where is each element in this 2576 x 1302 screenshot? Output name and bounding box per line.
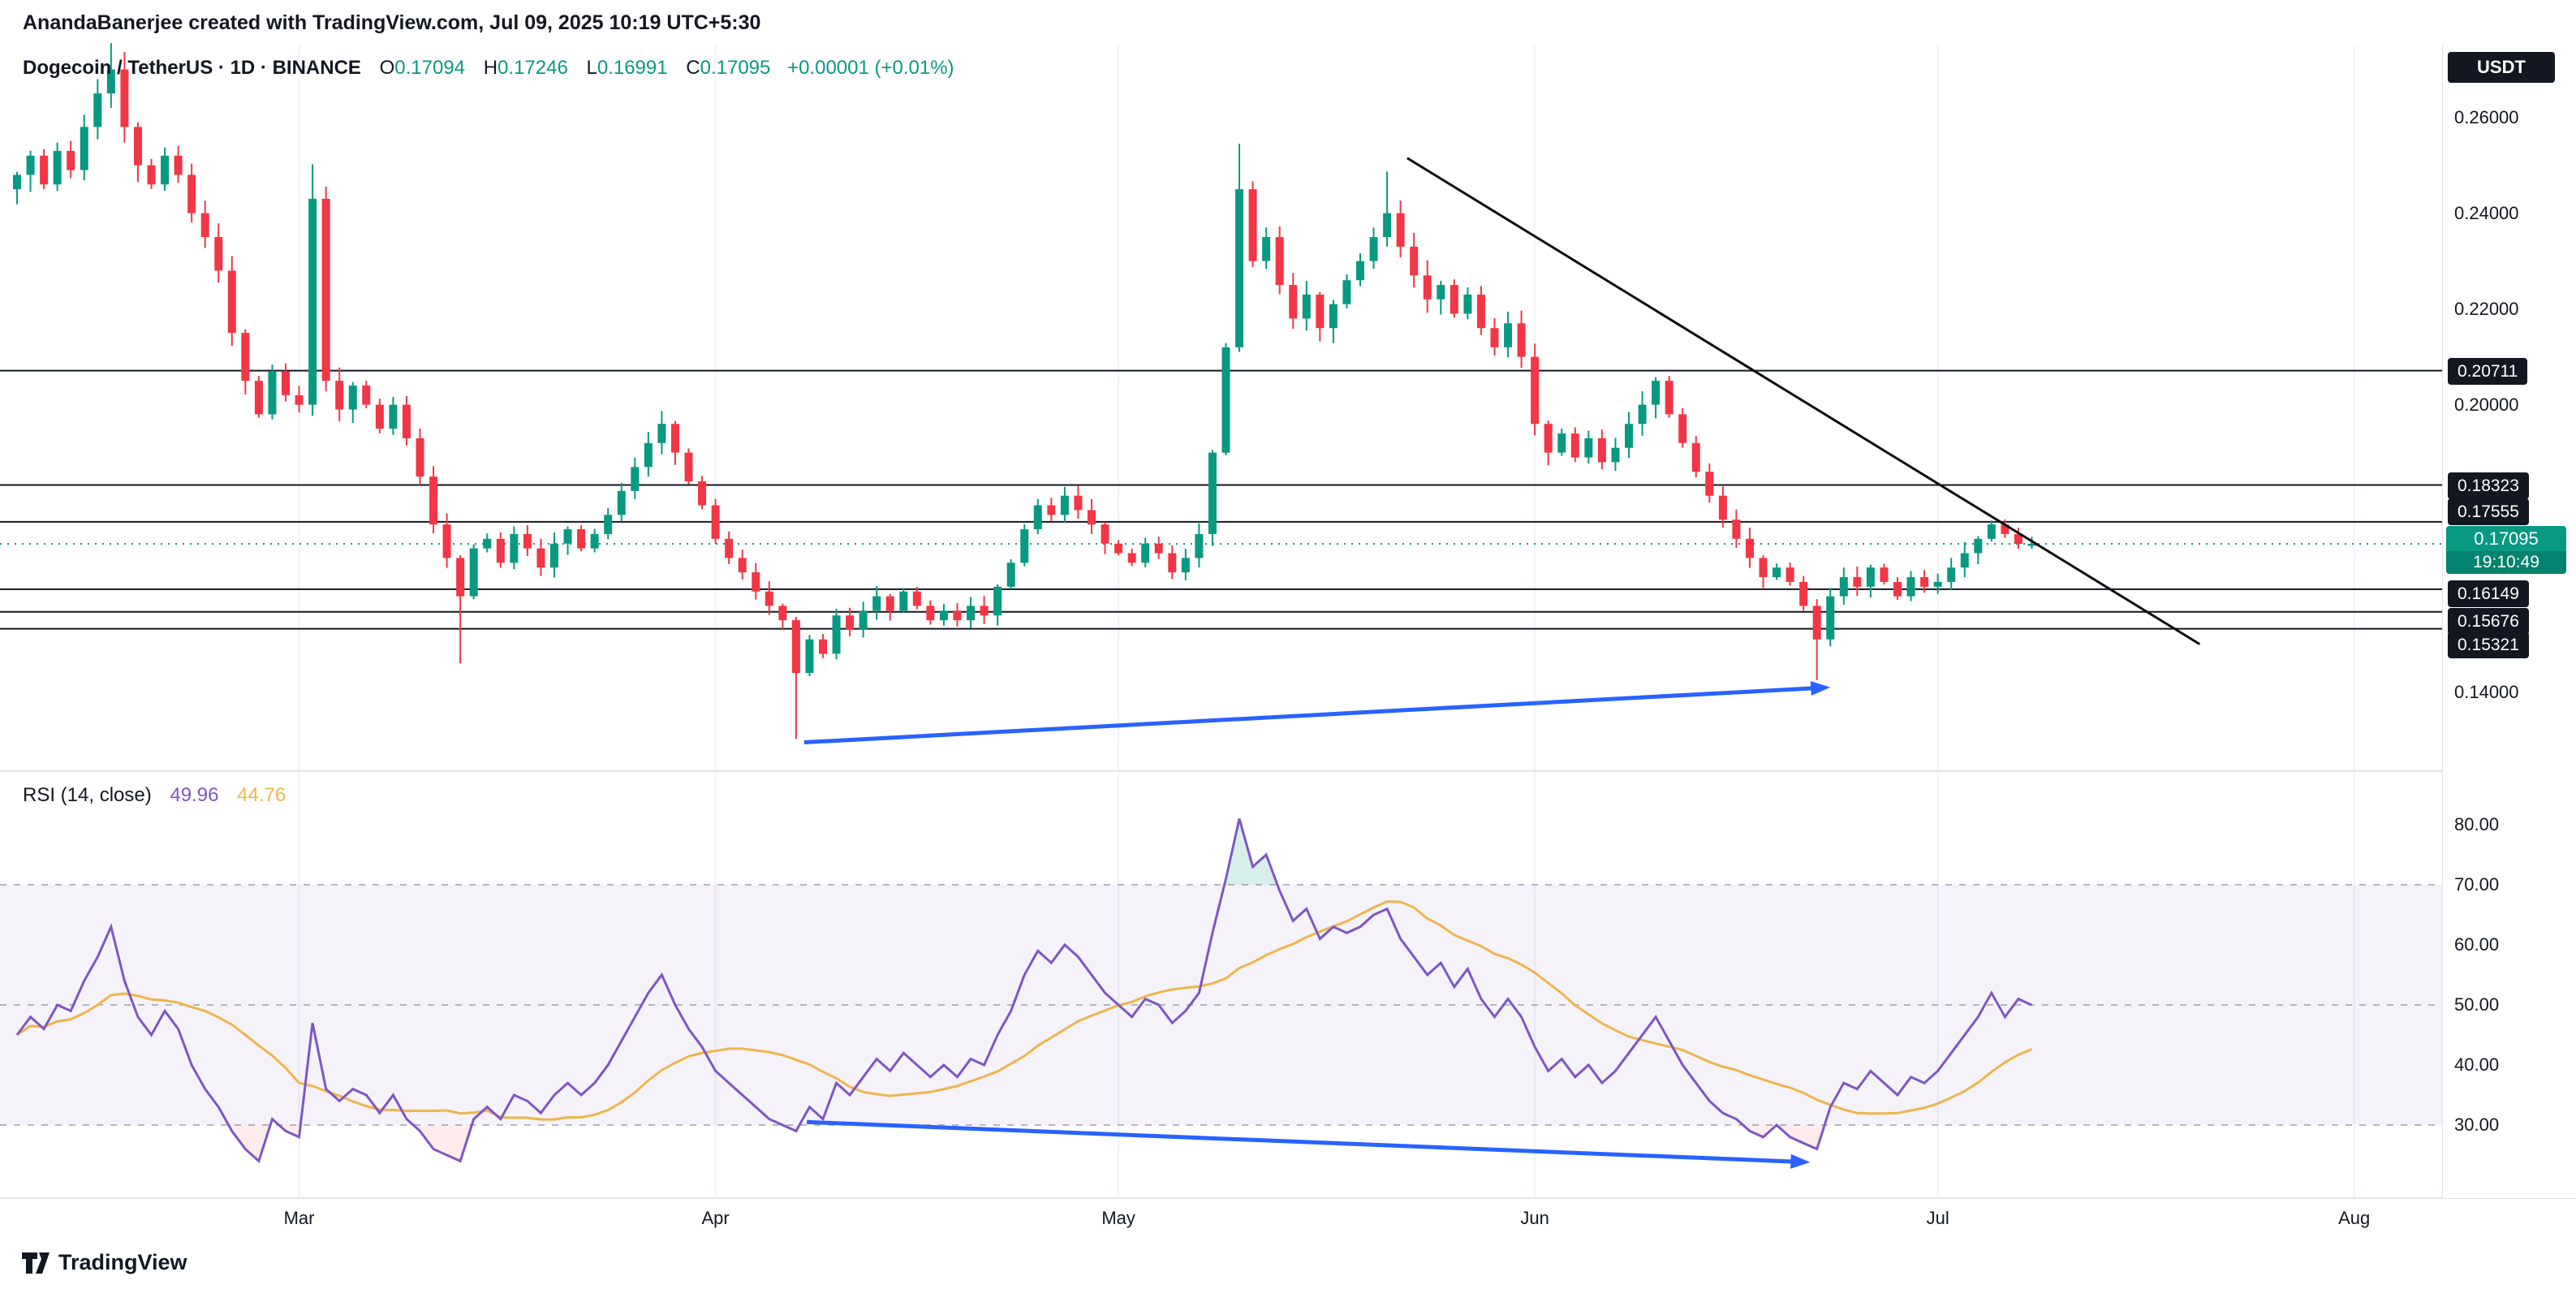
price-level-badge: 0.17555 [2448,498,2529,525]
price-arrow-drawing[interactable] [803,681,1831,745]
rsi-value: 49.96 [170,784,219,806]
price-axis-label: 0.20000 [2454,394,2519,415]
time-axis[interactable]: Mar Apr May Jun Jul Aug [0,1198,2443,1240]
currency-badge: USDT [2448,52,2555,83]
rsi-axis-label: 30.00 [2454,1114,2500,1135]
ohlc-open-value: 0.17094 [394,57,466,79]
tradingview-logo-icon [22,1252,50,1274]
time-axis-label-may: May [1101,1208,1135,1228]
tradingview-logo[interactable]: TradingView [21,1250,187,1275]
rsi-ma-value: 44.76 [237,784,286,806]
price-level-badge: 0.15321 [2448,631,2529,658]
time-axis-label-jun: Jun [1520,1208,1549,1228]
price-axis-label: 0.14000 [2454,681,2519,702]
price-level-badge: 0.20711 [2448,357,2528,385]
price-axis-label: 0.24000 [2454,202,2519,223]
price-level-badge: 0.16149 [2448,580,2529,607]
time-axis-label-jul: Jul [1926,1208,1949,1228]
tradingview-brand-text: TradingView [58,1250,187,1274]
rsi-band [0,884,2443,1126]
bar-countdown: 19:10:49 [2446,551,2566,574]
change-value: +0.00001 (+0.01%) [787,57,954,79]
horizontal-level-lines[interactable] [0,369,2443,630]
ohlc-low-value: 0.16991 [597,57,668,79]
rsi-ma-line[interactable] [16,900,2033,1121]
price-level-badge: 0.18323 [2448,472,2529,499]
ohlc-open-label: O [379,57,395,79]
rsi-axis-label: 40.00 [2454,1054,2500,1075]
time-axis-label-apr: Apr [701,1208,730,1228]
ohlc-low-label: L [586,57,597,79]
ohlc-high-label: H [483,57,498,79]
current-price-badge: 0.17095 19:10:49 [2446,526,2566,574]
attribution-text: AnandaBanerjee created with TradingView.… [23,11,761,34]
time-axis-label-mar: Mar [283,1208,315,1228]
candlestick-series[interactable] [13,43,2036,739]
rsi-axis-label: 50.00 [2454,994,2500,1015]
symbol-title[interactable]: Dogecoin / TetherUS · 1D · BINANCE [23,57,361,79]
price-axis[interactable]: USDT 0.17095 19:10:49 0.26000 0.24000 0.22… [2443,0,2576,1198]
rsi-axis-label: 80.00 [2454,814,2500,834]
rsi-arrow-drawing[interactable] [807,1119,1811,1169]
symbol-legend[interactable]: Dogecoin / TetherUS · 1D · BINANCE O0.17… [23,57,954,80]
price-axis-label: 0.22000 [2454,298,2519,319]
rsi-legend-label: RSI (14, close) [23,784,152,806]
rsi-line[interactable] [15,818,2033,1164]
current-price-value: 0.17095 [2474,528,2539,549]
trendline-drawing[interactable] [1406,157,2201,645]
attribution-header: AnandaBanerjee created with TradingView.… [23,11,760,35]
rsi-axis-label: 60.00 [2454,934,2500,955]
time-axis-label-aug: Aug [2338,1208,2371,1228]
ohlc-close-label: C [686,57,700,79]
ohlc-high-value: 0.17246 [498,57,568,79]
price-axis-label: 0.26000 [2454,106,2519,127]
rsi-legend[interactable]: RSI (14, close) 49.96 44.76 [23,784,286,807]
ohlc-close-value: 0.17095 [700,57,771,79]
price-level-badge: 0.15676 [2448,607,2529,635]
rsi-axis-label: 70.00 [2454,874,2500,895]
